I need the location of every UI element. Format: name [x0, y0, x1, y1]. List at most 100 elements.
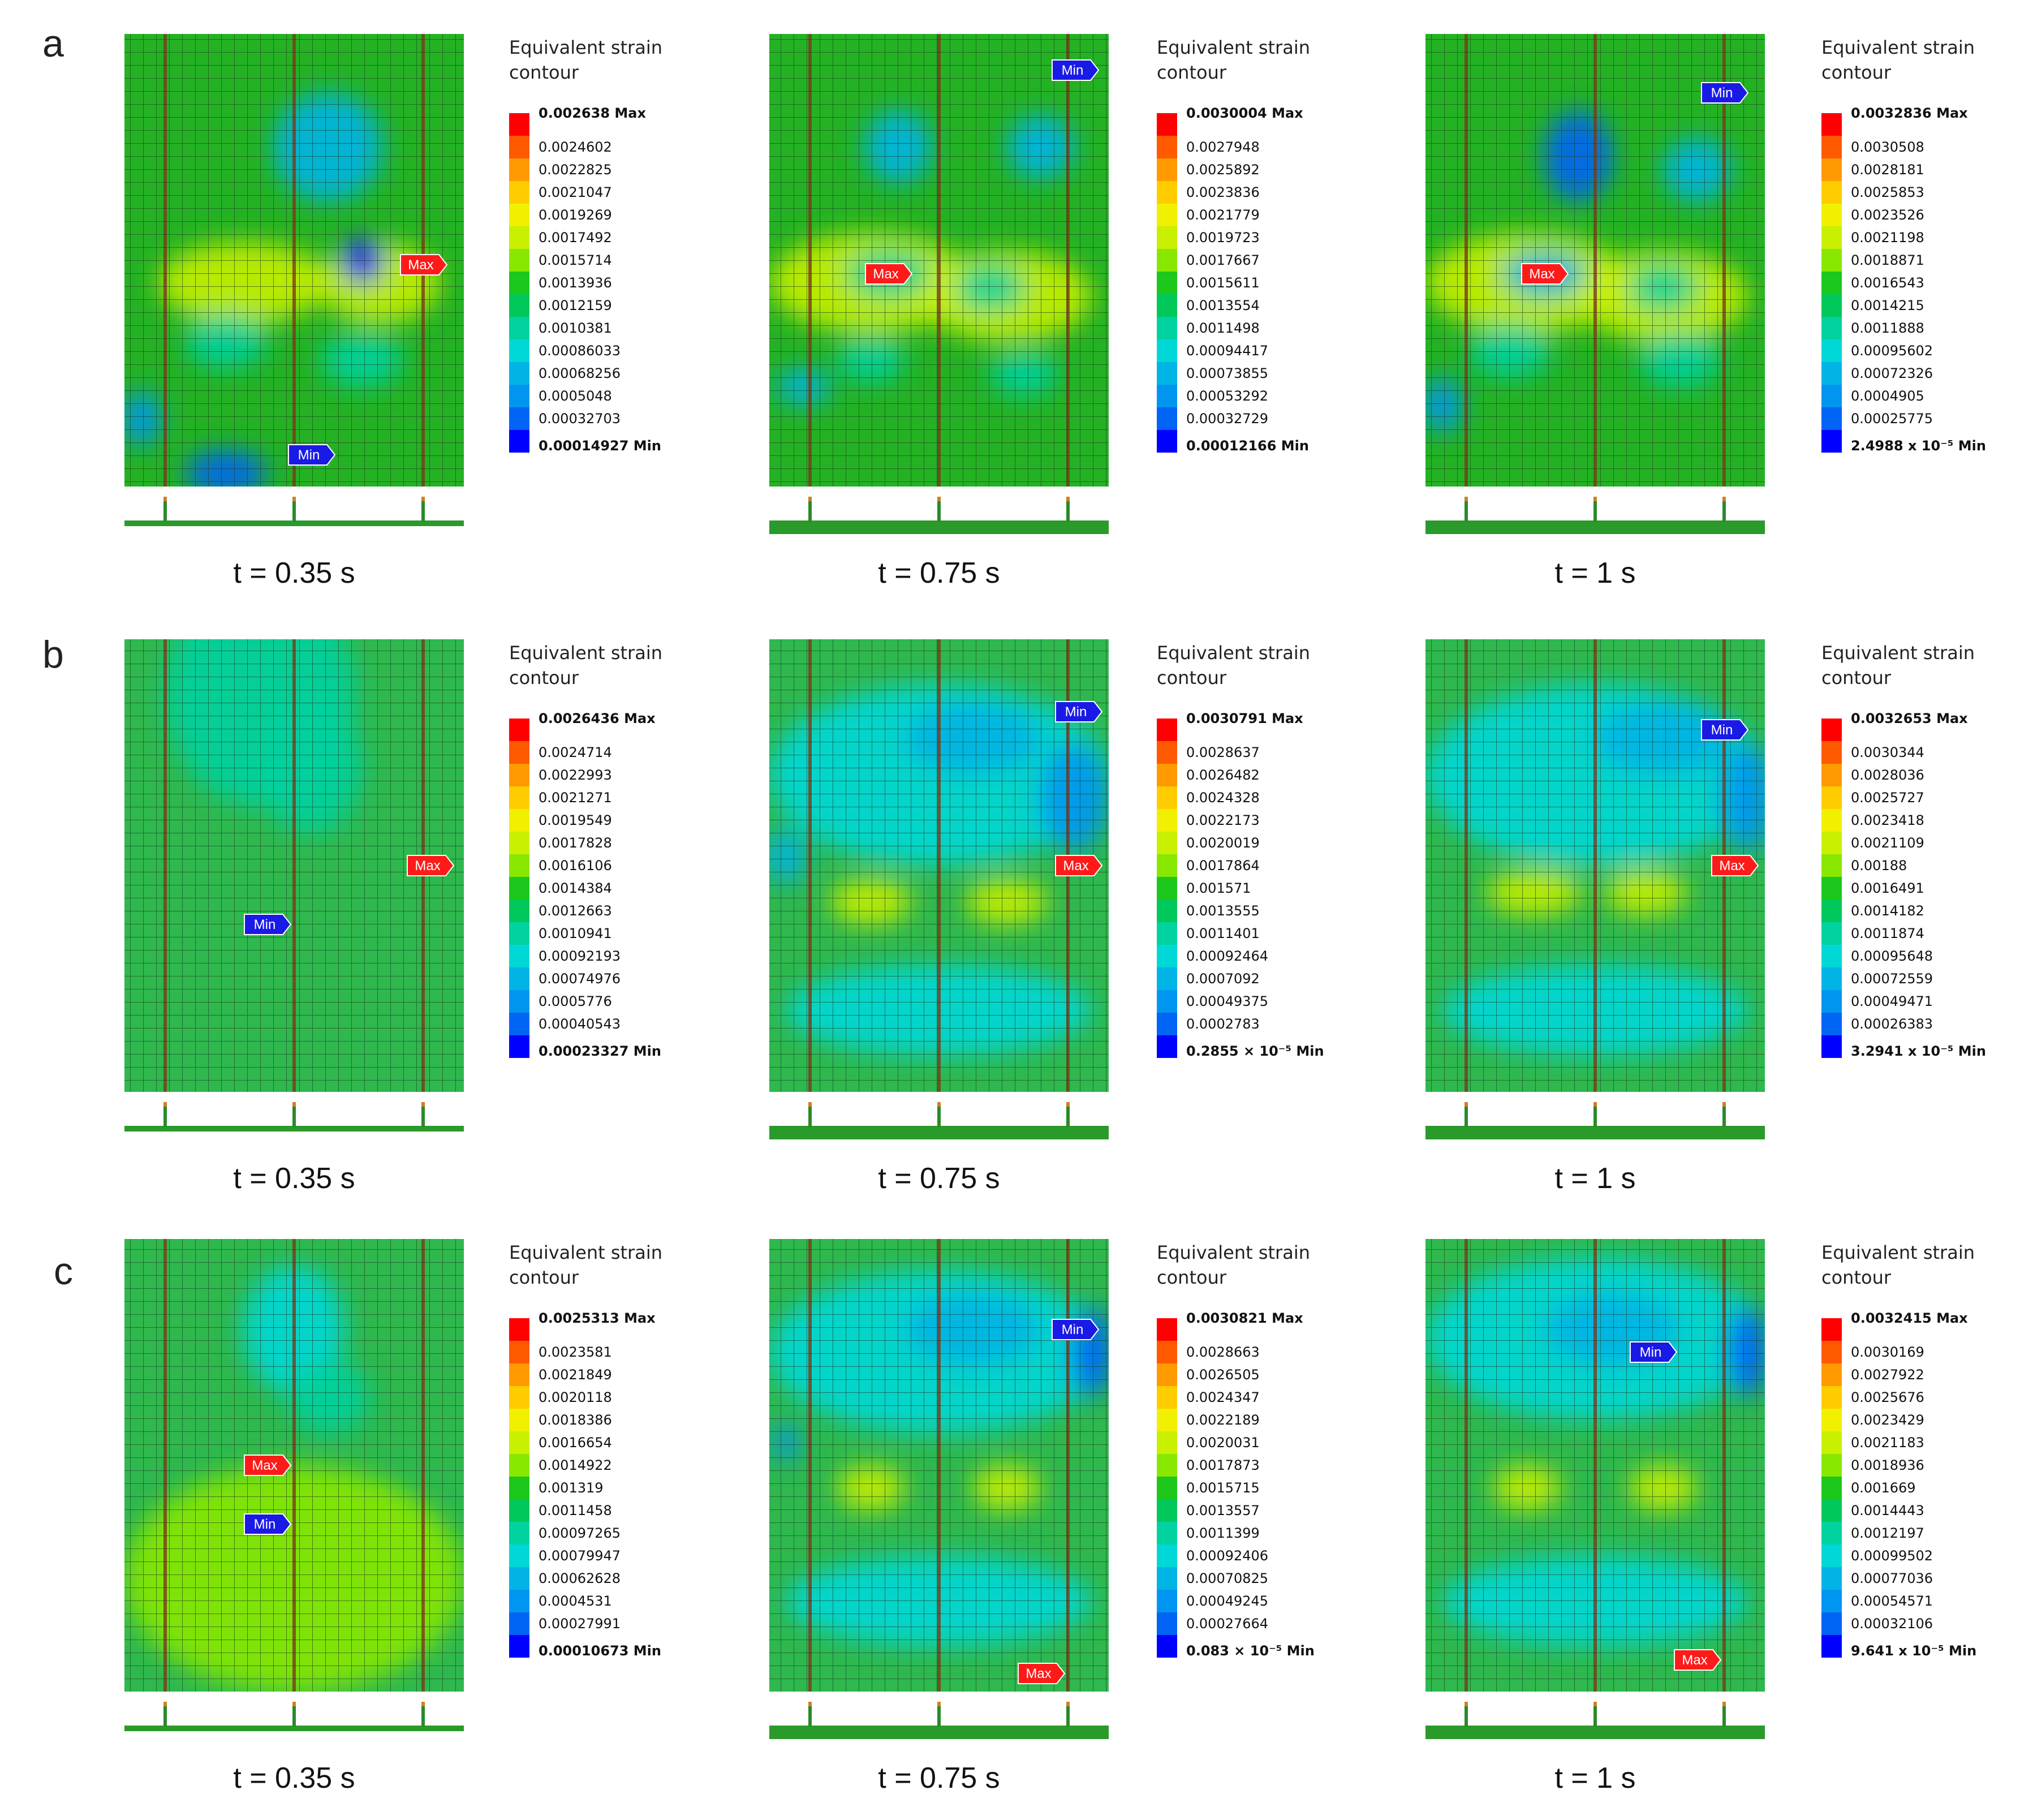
legend-swatch: [1157, 226, 1177, 249]
legend-swatch: [509, 877, 529, 900]
side-view-stiffener: [937, 499, 941, 522]
legend-swatch: [1157, 1612, 1177, 1635]
legend: Equivalent strain contour 0.0030791 Max 0.0…: [1157, 642, 1324, 1059]
legend-value: 0.001571: [1186, 880, 1251, 896]
legend-swatch: [1157, 1409, 1177, 1431]
legend-value: 0.0025727: [1851, 790, 1924, 806]
legend-value: 0.00092406: [1186, 1548, 1268, 1564]
side-view-plate: [1425, 1126, 1765, 1139]
svg-text:Max: Max: [1529, 266, 1554, 282]
legend-swatch: [1157, 1431, 1177, 1454]
legend-value: 0.0013936: [539, 275, 612, 291]
legend-value: 0.0021849: [539, 1367, 612, 1383]
legend-value: 0.083 × 10⁻⁵ Min: [1186, 1643, 1315, 1659]
legend-value: 0.00032729: [1186, 411, 1268, 427]
legend-value: 0.0011888: [1851, 320, 1924, 336]
time-label: t = 0.75 s: [878, 1762, 1000, 1795]
legend-title: contour: [509, 62, 579, 83]
legend-value: 0.0019723: [1186, 230, 1260, 246]
legend-value: 0.00099502: [1851, 1548, 1933, 1564]
time-label: t = 0.35 s: [233, 1762, 355, 1795]
legend-value: 0.0023429: [1851, 1412, 1924, 1428]
side-view-stiffener: [1722, 499, 1726, 522]
legend-value: 0.00025775: [1851, 411, 1933, 427]
time-label: t = 0.75 s: [878, 1162, 1000, 1195]
legend-value: 0.0002783: [1186, 1016, 1260, 1032]
side-view-stiffener: [163, 1104, 167, 1127]
legend-swatch: [1821, 718, 1842, 741]
legend-value: 0.0022189: [1186, 1412, 1260, 1428]
legend-value: 0.0030508: [1851, 139, 1924, 155]
legend-title: contour: [1821, 667, 1892, 689]
legend-swatch: [1157, 136, 1177, 158]
legend-value: 0.00188: [1851, 858, 1907, 874]
svg-text:Min: Min: [1711, 85, 1733, 101]
side-view-stiffener: [292, 1704, 296, 1727]
legend: Equivalent strain contour 0.0030004 Max 0.0…: [1157, 37, 1310, 454]
legend-swatch: [509, 1477, 529, 1499]
legend-value: 9.641 x 10⁻⁵ Min: [1851, 1643, 1976, 1659]
legend-value: 0.0032415 Max: [1851, 1310, 1968, 1326]
time-label: t = 1 s: [1554, 1762, 1635, 1795]
side-view-stiffener: [1593, 1704, 1597, 1727]
legend-value: 0.0012159: [539, 298, 612, 313]
legend-value: 0.0020118: [539, 1389, 612, 1405]
legend-swatch: [509, 1544, 529, 1567]
legend-swatch: [509, 249, 529, 272]
legend-title: Equivalent strain: [1157, 642, 1310, 664]
legend-value: 0.0023836: [1186, 184, 1260, 200]
legend-swatch: [1157, 362, 1177, 385]
legend-title: contour: [1157, 62, 1227, 83]
legend-value: 0.001669: [1851, 1480, 1916, 1496]
legend-value: 0.0022825: [539, 162, 612, 178]
legend-value: 0.0013554: [1186, 298, 1260, 313]
legend-swatch: [1821, 1544, 1842, 1567]
legend-swatch: [509, 1454, 529, 1477]
legend-value: 0.00049471: [1851, 993, 1933, 1009]
legend-swatch: [1821, 204, 1842, 226]
legend-swatch: [1821, 809, 1842, 832]
side-view-stiffener: [421, 499, 425, 522]
legend-title: Equivalent strain: [509, 642, 662, 664]
panel-b-1: t = 0.35 s Max Min Equivalent strain contour…: [124, 639, 662, 1195]
legend-swatch: [1821, 764, 1842, 786]
legend-swatch: [509, 967, 529, 990]
legend-swatch: [1821, 945, 1842, 967]
side-view-stiffener: [421, 1704, 425, 1727]
legend-swatch: [509, 158, 529, 181]
legend-value: 0.00094417: [1186, 343, 1268, 359]
panel-c-1: t = 0.35 s Max Min Equivalent strain contour…: [124, 1239, 662, 1795]
legend-value: 0.00026383: [1851, 1016, 1933, 1032]
legend-value: 0.0018936: [1851, 1457, 1924, 1473]
legend-value: 0.0022993: [539, 767, 612, 783]
legend-value: 0.00074976: [539, 971, 621, 987]
legend-value: 0.00079947: [539, 1548, 621, 1564]
legend-value: 0.0021271: [539, 790, 612, 806]
legend-value: 0.0012197: [1851, 1525, 1924, 1541]
legend-swatch: [1157, 764, 1177, 786]
legend-swatch: [1821, 249, 1842, 272]
legend-swatch: [1821, 339, 1842, 362]
legend-swatch: [1157, 990, 1177, 1013]
svg-text:Max: Max: [252, 1458, 277, 1473]
svg-text:Max: Max: [1026, 1666, 1051, 1681]
legend-swatch: [509, 1363, 529, 1386]
legend-value: 0.00095602: [1851, 343, 1933, 359]
legend-value: 0.0021109: [1851, 835, 1924, 851]
legend-value: 0.00070825: [1186, 1571, 1268, 1586]
legend-swatch: [1157, 1567, 1177, 1590]
min-tag: Min: [1630, 1341, 1678, 1363]
legend-swatch: [1157, 945, 1177, 967]
legend-value: 0.0018871: [1851, 252, 1924, 268]
legend-swatch: [1157, 1635, 1177, 1658]
legend-swatch: [509, 1590, 529, 1612]
side-view-stiffener: [1465, 1704, 1468, 1727]
legend-title: contour: [509, 667, 579, 689]
svg-text:Min: Min: [254, 917, 276, 932]
legend-value: 0.0023581: [539, 1344, 612, 1360]
legend-value: 0.0010941: [539, 926, 612, 941]
svg-text:Max: Max: [1682, 1653, 1707, 1668]
row-label-a: a: [42, 22, 64, 65]
min-tag: Min: [1701, 719, 1749, 741]
legend-swatch: [1821, 1363, 1842, 1386]
